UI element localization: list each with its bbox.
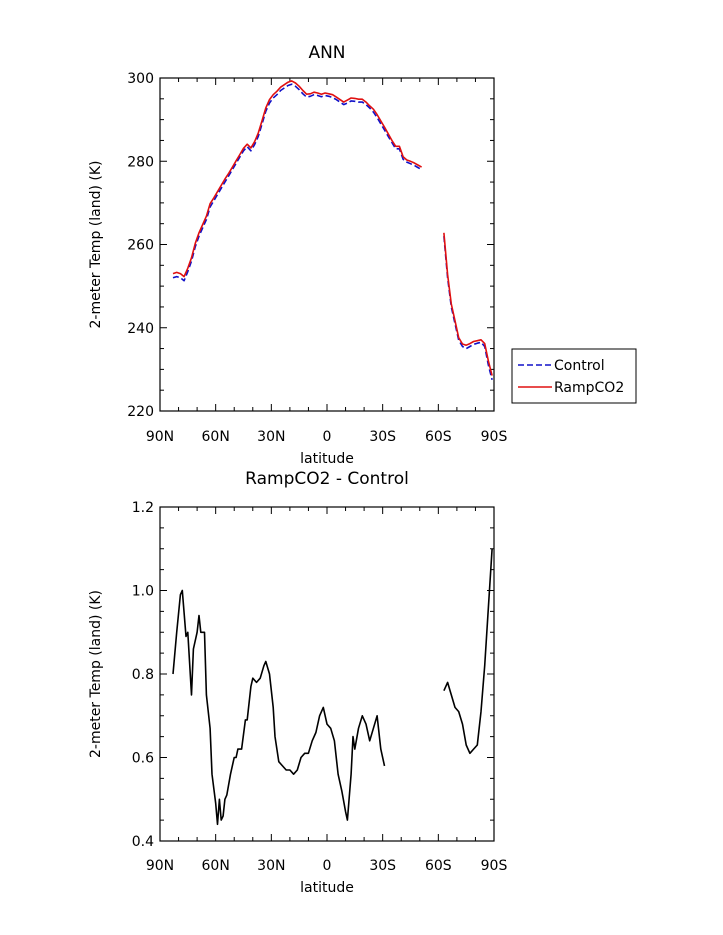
y-axis-label: 2-meter Temp (land) (K) (88, 590, 104, 758)
y-tick-label: 1.2 (132, 500, 154, 516)
x-tick-label: 90N (146, 429, 174, 445)
plot-frame (159, 506, 495, 842)
y-tick-label: 0.6 (132, 751, 154, 767)
x-tick-label: 60N (202, 429, 230, 445)
series-line-control (443, 236, 493, 380)
y-axis-label: 2-meter Temp (land) (K) (88, 161, 104, 329)
y-tick-label: 260 (127, 238, 154, 254)
x-tick-label: 90S (481, 429, 508, 445)
x-axis-label: latitude (300, 880, 354, 896)
legend-label: Control (554, 358, 605, 374)
x-tick-label: 30S (369, 429, 396, 445)
legend-label: RampCO2 (554, 380, 624, 396)
x-tick-label: 60S (425, 429, 452, 445)
chart-panel-2: 90N 60N 30N 0 30S 60S 90S 0.4 0.6 0.8 1.0 1.2 RampCO… (88, 469, 507, 896)
series-line-difference (172, 589, 386, 826)
series-line-rampco2 (172, 80, 422, 278)
x-tick-label: 90N (146, 858, 174, 874)
chart-panel-1: 90N 60N 30N 0 30S 60S 90S 220 240 260 280 300 ANN lat… (88, 43, 637, 467)
y-tick-label: 240 (127, 321, 154, 337)
x-tick-label: 90S (481, 858, 508, 874)
y-tick-label: 0.4 (132, 834, 154, 850)
series-line-difference (443, 548, 493, 755)
legend-box (511, 348, 637, 404)
x-tick-label: 0 (323, 429, 332, 445)
x-tick-label: 60S (425, 858, 452, 874)
x-tick-label: 0 (323, 858, 332, 874)
y-tick-label: 1.0 (132, 584, 154, 600)
y-tick-label: 0.8 (132, 667, 154, 683)
chart-title: RampCO2 - Control (245, 469, 409, 489)
legend: Control RampCO2 (511, 348, 637, 404)
x-tick-label: 30N (257, 858, 285, 874)
y-tick-label: 280 (127, 154, 154, 170)
chart-title: ANN (308, 43, 345, 63)
series-line-control (172, 83, 422, 282)
x-tick-label: 30N (257, 429, 285, 445)
x-tick-label: 60N (202, 858, 230, 874)
x-tick-label: 30S (369, 858, 396, 874)
plot-frame (159, 77, 495, 412)
series-line-rampco2 (443, 232, 493, 376)
x-axis-label: latitude (300, 451, 354, 467)
y-tick-label: 220 (127, 404, 154, 420)
y-tick-label: 300 (127, 71, 154, 87)
